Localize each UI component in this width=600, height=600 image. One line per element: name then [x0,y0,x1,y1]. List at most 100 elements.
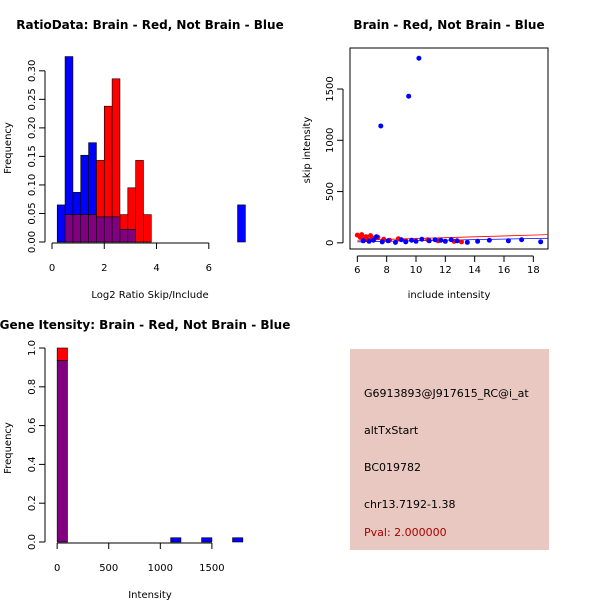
scatter-point-red [458,239,464,245]
gene-bar-blue [170,537,182,543]
ratio-y-tick-label: 0.05 [27,202,38,224]
gene-bar-blue [201,537,213,543]
scatter-point-blue [475,238,481,244]
probe-info-background [350,349,549,550]
ratio-bar-overlap [127,229,136,243]
gene-x-tick-label: 500 [99,563,118,574]
probe-id: G6913893@J917615_RC@i_at [364,387,529,400]
scatter-point-blue [385,238,391,244]
scatter-point-blue [454,238,460,244]
scatter-point-blue [442,238,448,244]
probe-info-panel: G6913893@J917615_RC@i_at altTxStart BC01… [350,349,549,550]
ratio-y-tick-label: 0.00 [27,231,38,253]
intensity-scatter-title: Brain - Red, Not Brain - Blue [353,18,544,32]
scatter-point-blue [413,238,419,244]
ratio-y-tick-label: 0.15 [27,145,38,167]
ratio-bar-blue [64,56,74,215]
ratio-histogram: RatioData: Brain - Red, Not Brain - Blue… [3,18,284,301]
ratio-bar-blue [237,204,246,243]
scatter-x-tick-label: 16 [498,265,511,276]
gene-x-tick-label: 0 [54,563,60,574]
ratio-bar-red [127,187,136,230]
ratio-histogram-axes: 0 2 4 6 0.00 0.05 0.10 0.15 0.20 0.25 0.30 [27,60,212,274]
scatter-point-blue [538,239,544,245]
scatter-point-blue [409,237,415,243]
scatter-point-blue [398,237,404,243]
ratio-bar-overlap [80,214,89,243]
gene-bar-overlap [56,360,68,543]
ratio-bar-blue [56,204,66,243]
scatter-point-blue [486,237,492,243]
scatter-x-tick-label: 6 [354,265,360,276]
gene-x-tick-label: 1500 [199,563,224,574]
scatter-axes: 6 8 10 12 14 16 18 0 500 1000 1500 [325,76,540,276]
ratio-histogram-title: RatioData: Brain - Red, Not Brain - Blue [16,18,283,32]
ratio-x-tick-label: 0 [49,263,55,274]
scatter-point-blue [373,234,379,240]
gene-intensity-histogram: Gene Itensity: Brain - Red, Not Brain - … [0,318,290,600]
ratio-bar-red [111,78,121,218]
gene-intensity-ylabel: Frequency [3,422,14,474]
scatter-point-blue [464,239,470,245]
ratio-bar-red [96,160,105,218]
gene-bar-red [56,347,68,361]
ratio-y-tick-label: 0.30 [27,60,38,82]
scatter-point-blue [366,238,372,244]
scatter-point-blue [406,93,412,99]
scatter-x-tick-label: 12 [439,265,452,276]
scatter-y-tick-label: 1500 [325,76,336,101]
scatter-point-blue [370,237,376,243]
ratio-bar-blue [80,154,89,215]
event-type: altTxStart [364,424,419,437]
scatter-point-blue [505,238,511,244]
scatter-y-tick-label: 1000 [325,128,336,153]
scatter-point-blue [379,239,385,245]
ratio-x-tick-label: 4 [153,263,159,274]
ratio-bar-blue [88,142,97,215]
intensity-scatter-xlabel: include intensity [408,290,491,301]
gene-y-tick-label: 0.4 [27,456,38,472]
ratio-histogram-xlabel: Log2 Ratio Skip/Include [91,290,208,301]
ratio-bar-overlap [88,214,97,243]
gene-x-tick-label: 1000 [148,563,173,574]
scatter-y-tick-label: 0 [325,240,336,246]
ratio-histogram-ylabel: Frequency [3,122,14,174]
ratio-y-tick-label: 0.25 [27,88,38,110]
accession: BC019782 [364,461,421,474]
ratio-x-tick-label: 6 [206,263,212,274]
ratio-x-tick-label: 2 [101,263,107,274]
scatter-point-blue [403,239,409,245]
intensity-scatter: Brain - Red, Not Brain - Blue 6 8 10 12 14 16… [302,18,549,301]
ratio-bar-overlap [111,216,121,243]
ratio-histogram-bars [56,56,246,243]
scatter-point-blue [438,237,444,243]
scatter-point-blue [419,236,425,242]
scatter-point-blue [378,123,384,129]
scatter-y-tick-label: 500 [325,182,336,201]
intensity-scatter-ylabel: skip intensity [302,117,313,184]
ratio-bar-red [135,160,144,243]
scatter-x-tick-label: 14 [468,265,481,276]
scatter-point-blue [426,238,432,244]
scatter-point-red [359,232,365,238]
ratio-bar-red [103,105,113,218]
ratio-y-tick-label: 0.10 [27,174,38,196]
gene-intensity-axes: 0 500 1000 1500 0.0 0.2 0.4 0.6 0.8 1.0 [27,340,225,574]
scatter-point-blue [392,239,398,245]
scatter-point-blue [519,237,525,243]
ratio-bar-overlap [103,216,113,243]
ratio-bar-overlap [119,229,129,243]
gene-intensity-xlabel: Intensity [128,590,172,600]
gene-intensity-bars [56,347,244,543]
ratio-y-tick-label: 0.20 [27,117,38,139]
scatter-points [354,55,544,245]
ratio-bar-blue [72,192,82,215]
scatter-plot-frame [349,47,549,250]
scatter-x-tick-label: 18 [527,265,540,276]
gene-bar-blue [232,537,244,543]
ratio-bar-overlap [64,214,74,243]
scatter-x-tick-label: 8 [383,265,389,276]
ratio-bar-overlap [72,214,82,243]
gene-y-tick-label: 0.6 [27,418,38,434]
